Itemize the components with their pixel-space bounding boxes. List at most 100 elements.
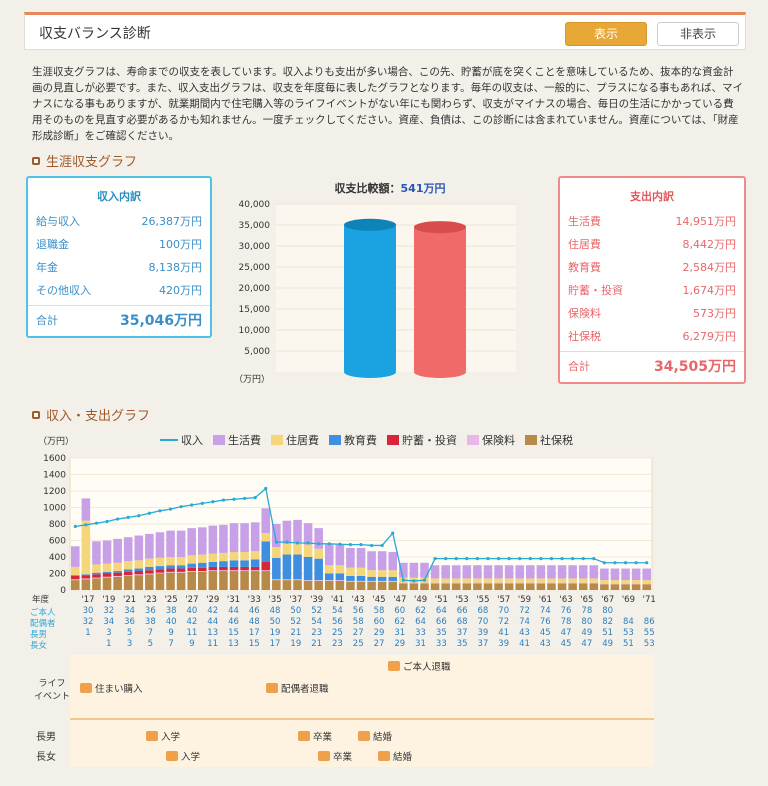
housing-bar	[134, 560, 144, 569]
income-breakdown-box: 収入内訳 給与収入 26,387万円 退職金 100万円 年金 8,138万円 その他…	[26, 176, 212, 338]
age-cell: 5	[126, 628, 133, 638]
life-label-1: ライフ	[38, 679, 66, 689]
insurance-bar	[208, 570, 218, 572]
living-bar	[187, 528, 196, 556]
age-cell: 43	[539, 639, 551, 649]
x-tick-label: '27	[185, 595, 198, 605]
tax-bar	[610, 584, 620, 590]
age-cell: 46	[248, 606, 260, 616]
tax-bar	[123, 575, 133, 590]
income-point	[179, 505, 183, 509]
education-bar	[293, 554, 302, 580]
saving-bar	[240, 566, 249, 571]
show-button[interactable]: 表示	[565, 22, 647, 46]
age-cell: 37	[456, 628, 468, 638]
housing-bar	[208, 553, 218, 562]
age-cell: 36	[124, 617, 135, 627]
school-icon	[146, 731, 158, 741]
event-son-enter: 入学	[146, 729, 180, 743]
expense-label: 住居費	[568, 238, 601, 251]
tax-bar	[166, 572, 175, 590]
housing-bar	[261, 533, 271, 542]
living-bar	[335, 544, 345, 566]
income-row: 年金 8,138万円	[28, 256, 210, 279]
income-value: 420万円	[159, 284, 202, 297]
housing-bar	[324, 565, 334, 574]
tax-bar	[568, 583, 577, 590]
education-bar	[134, 568, 144, 572]
expense-total-row: 合計 34,505万円	[560, 351, 744, 381]
age-cell: 11	[186, 628, 198, 638]
insurance-bar	[123, 575, 133, 576]
income-point	[168, 507, 173, 511]
saving-bar	[229, 566, 239, 571]
insurance-bar	[187, 571, 196, 572]
housing-bar	[557, 578, 567, 583]
saving-bar	[187, 567, 196, 572]
income-total-row: 合計 35,046万円	[28, 305, 210, 335]
expense-bar-top	[414, 221, 466, 234]
living-bar	[134, 535, 144, 561]
age-cell: 72	[519, 606, 530, 616]
housing-bar	[547, 578, 556, 583]
tax-bar	[197, 571, 207, 590]
age-cell: 49	[581, 628, 593, 638]
income-label: その他収入	[36, 284, 91, 297]
y-tick-label: 5,000	[244, 347, 270, 357]
age-cell: 9	[189, 639, 195, 649]
tax-bar	[346, 581, 355, 590]
event-spouse-retire: 配偶者退職	[266, 681, 329, 695]
living-bar	[642, 568, 651, 581]
housing-bar	[356, 567, 366, 576]
x-tick-label: '39	[310, 595, 323, 605]
living-bar	[324, 544, 334, 566]
insurance-bar	[102, 576, 112, 578]
saving-bar	[176, 568, 186, 572]
y-tick-label: 800	[49, 520, 66, 530]
housing-bar	[494, 578, 503, 583]
x-tick-label: '67	[601, 595, 614, 605]
insurance-bar	[462, 582, 472, 584]
living-bar	[430, 565, 440, 579]
insurance-bar	[377, 580, 387, 582]
age-cell: 21	[290, 628, 302, 638]
legend-label: 収入	[181, 434, 203, 447]
age-cell: 42	[207, 606, 219, 616]
education-bar	[240, 560, 249, 567]
y-tick-label: 0	[60, 586, 66, 596]
tax-bar	[134, 575, 144, 590]
living-bar	[356, 547, 366, 568]
insurance-bar	[346, 580, 355, 582]
tax-bar	[441, 583, 450, 590]
housing-bar	[536, 578, 546, 583]
age-cell: 54	[332, 606, 343, 616]
income-point	[592, 557, 596, 561]
housing-bar	[473, 578, 482, 583]
legend-swatch	[467, 435, 479, 445]
expense-value: 1,674万円	[682, 284, 737, 297]
legend-label: 生活費	[228, 434, 261, 447]
insurance-bar	[356, 580, 366, 582]
age-cell: 53	[643, 639, 655, 649]
income-point	[391, 531, 395, 535]
age-cell: 51	[602, 628, 614, 638]
housing-bar	[388, 570, 398, 577]
age-cell: 29	[394, 639, 406, 649]
living-bar	[536, 565, 546, 579]
tax-bar	[219, 571, 228, 590]
legend-item: 教育費	[329, 432, 377, 448]
tax-bar	[324, 580, 334, 590]
living-bar	[102, 540, 112, 564]
living-bar	[547, 565, 556, 579]
education-bar	[187, 563, 196, 568]
age-cell: 19	[290, 639, 302, 649]
legend-item: 社保税	[525, 432, 573, 448]
expense-label: 生活費	[568, 215, 601, 228]
tax-bar	[473, 583, 482, 590]
living-bar	[219, 524, 228, 553]
hide-button[interactable]: 非表示	[657, 22, 739, 46]
tax-bar	[356, 581, 366, 590]
tax-bar	[335, 580, 345, 590]
event-self-retire: ご本人退職	[388, 659, 451, 673]
event-label: 配偶者退職	[281, 684, 329, 695]
